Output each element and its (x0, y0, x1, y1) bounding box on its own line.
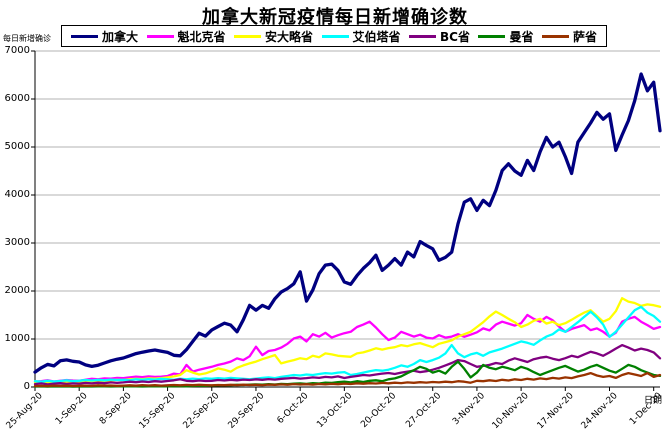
series-line-BC省 (33, 343, 662, 386)
series-line-魁北克省 (33, 313, 662, 383)
chart-title: 加拿大新冠疫情每日新增确诊数 (202, 7, 468, 28)
legend-label: 加拿大 (102, 29, 139, 44)
x-tick-label-text: 10-Nov-20 (491, 391, 532, 432)
y-tick-label-5000: 5000 (4, 141, 30, 152)
legend-label: 安大略省 (265, 29, 314, 44)
legend-line-swatch (541, 34, 569, 38)
x-tick-label-text: 25-Aug-20 (4, 391, 46, 432)
legend-item-加拿大: 加拿大 (71, 28, 138, 45)
legend-item-魁北克省: 魁北克省 (146, 28, 226, 45)
legend-item-艾伯塔省: 艾伯塔省 (321, 28, 401, 45)
legend-label: 萨省 (572, 29, 597, 44)
y-tick-label-3000: 3000 (4, 237, 30, 248)
y-tick-label-0: 0 (23, 381, 30, 392)
y-tick-label-4000: 4000 (4, 189, 30, 200)
plot-svg (31, 50, 662, 391)
legend-item-安大略省: 安大略省 (234, 28, 313, 45)
legend-item-萨省: 萨省 (541, 28, 597, 45)
legend-label: BC省 (440, 29, 470, 44)
y-tick-label-1000: 1000 (4, 333, 30, 344)
legend-item-BC省: BC省 (409, 28, 470, 45)
y-tick-label-2000: 2000 (4, 285, 30, 296)
series-line-萨省 (33, 371, 662, 388)
legend-line-swatch (234, 34, 261, 38)
legend-item-曼省: 曼省 (478, 28, 533, 45)
x-tick-label-text: 24-Nov-20 (579, 391, 620, 432)
y-axis-title: 每日新增确诊 (3, 34, 51, 43)
x-tick-label-text: 17-Nov-20 (535, 391, 576, 432)
x-axis-title: 日期 (644, 396, 663, 406)
legend: 加拿大 魁北克省 安大略省 艾伯塔省 BC省 曼省 萨省 (61, 25, 607, 47)
series-line-加拿大 (33, 72, 662, 374)
series-line-安大略省 (33, 297, 662, 384)
legend-line-swatch (71, 34, 98, 38)
legend-line-swatch (409, 34, 436, 38)
legend-line-swatch (478, 34, 506, 38)
y-tick-label-7000: 7000 (4, 45, 30, 56)
legend-line-swatch (146, 34, 174, 38)
legend-line-swatch (321, 34, 349, 38)
legend-label: 曼省 (509, 29, 534, 44)
legend-label: 艾伯塔省 (352, 29, 401, 44)
y-tick-label-6000: 6000 (4, 93, 30, 104)
series-line-艾伯塔省 (33, 305, 662, 383)
legend-label: 魁北克省 (177, 29, 226, 44)
